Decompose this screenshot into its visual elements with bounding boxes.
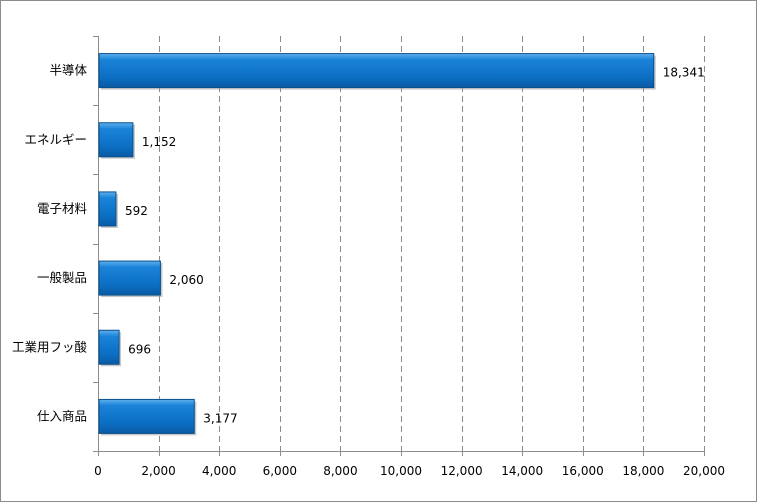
data-label: 3,177 (203, 411, 237, 425)
axes (93, 36, 705, 456)
category-label: 半導体 (49, 63, 87, 78)
data-label: 696 (128, 342, 151, 356)
data-label: 592 (125, 204, 148, 218)
x-tick-label: 0 (94, 464, 102, 478)
category-label: 仕入商品 (37, 408, 87, 423)
category-label: 電子材料 (37, 201, 88, 216)
x-tick-label: 2,000 (141, 464, 175, 478)
category-label: エネルギー (24, 132, 87, 147)
x-tick-label: 6,000 (263, 464, 297, 478)
bar (98, 398, 195, 434)
x-tick-label: 10,000 (380, 464, 422, 478)
labels: 0 2,000 4,000 6,000 8,000 10,000 12,000 14,000 1… (12, 63, 725, 478)
category-label: 一般製品 (37, 270, 87, 285)
category-label: 工業用フッ酸 (12, 339, 88, 354)
bar (98, 260, 161, 296)
data-label: 18,341 (663, 66, 705, 80)
data-label: 2,060 (169, 273, 203, 287)
grid-lines (159, 36, 705, 451)
x-tick-label: 14,000 (501, 464, 543, 478)
x-tick-label: 20,000 (683, 464, 725, 478)
bars (98, 53, 656, 436)
bar (98, 329, 120, 365)
bar (98, 122, 134, 158)
data-label: 1,152 (142, 135, 176, 149)
bar (98, 53, 655, 89)
x-tick-label: 8,000 (323, 464, 357, 478)
bar (98, 191, 117, 227)
x-tick-label: 16,000 (562, 464, 604, 478)
x-tick-label: 18,000 (622, 464, 664, 478)
x-tick-label: 12,000 (441, 464, 483, 478)
x-tick-label: 4,000 (202, 464, 236, 478)
